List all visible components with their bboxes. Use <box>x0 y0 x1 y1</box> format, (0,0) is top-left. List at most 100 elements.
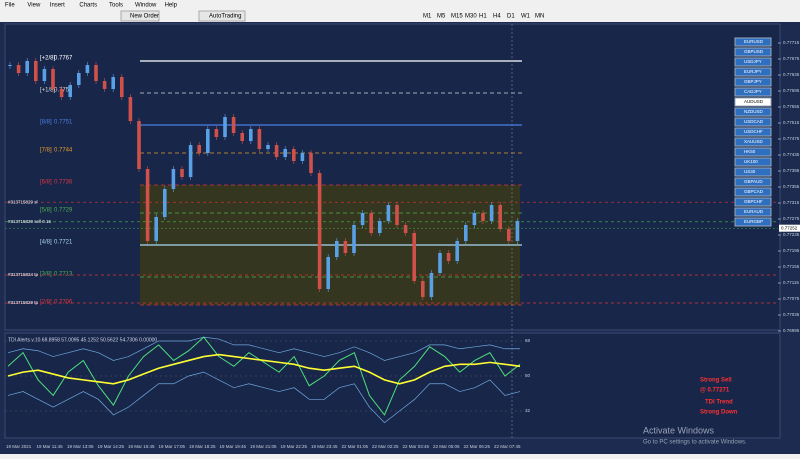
symbol-button[interactable] <box>734 207 772 217</box>
symbol-button[interactable] <box>734 37 772 47</box>
price-tick-label: 0.77035 <box>783 312 800 317</box>
candle <box>214 129 219 137</box>
symbol-label[interactable]: GBPAUD <box>744 179 763 184</box>
order-label: #313715829 sl <box>8 199 38 204</box>
symbol-button[interactable] <box>734 107 772 117</box>
symbol-button[interactable] <box>734 177 772 187</box>
new-order-button[interactable] <box>120 10 160 22</box>
timeframe-button[interactable]: M1 <box>423 14 432 20</box>
candle <box>446 253 451 261</box>
level-tag: [7/8] <box>40 148 52 154</box>
menu-item[interactable]: File <box>5 3 15 9</box>
new-order-label[interactable]: New Order <box>130 14 159 20</box>
symbol-button[interactable] <box>734 157 772 167</box>
symbol-button[interactable] <box>734 197 772 207</box>
level-tag: [6/8] <box>40 180 52 186</box>
signal-text: @ 0.77271 <box>700 388 730 394</box>
symbol-label[interactable]: CADJPY <box>744 89 762 94</box>
time-label: 19 Mar 22:25 <box>281 444 308 449</box>
symbol-label[interactable]: HK50 <box>744 149 756 154</box>
symbol-label[interactable]: EURUSD <box>744 39 764 44</box>
watermark-title: Activate Windows <box>643 425 715 435</box>
symbol-label[interactable]: USDCAD <box>744 119 764 124</box>
symbol-button[interactable] <box>734 67 772 77</box>
candle <box>68 85 72 97</box>
timeframe-button[interactable]: D1 <box>507 14 515 20</box>
menu-item[interactable]: Help <box>165 3 178 9</box>
price-tick-label: 0.77555 <box>783 104 800 109</box>
signal-text: Strong Sell <box>700 378 732 384</box>
timeframe-button[interactable]: M15 <box>451 14 463 20</box>
symbol-label[interactable]: GBPCHF <box>744 199 763 204</box>
indicator-title: TDI Alerts v.10 68.8958 57.0095 45.1252 … <box>8 337 157 343</box>
symbol-button[interactable] <box>734 97 772 107</box>
symbol-label[interactable]: USDJPY <box>744 59 762 64</box>
symbol-label[interactable]: AUDUSD <box>744 99 764 104</box>
symbol-button[interactable] <box>734 47 772 57</box>
symbol-label[interactable]: GBPJPY <box>744 79 762 84</box>
symbol-button[interactable] <box>734 217 772 227</box>
symbol-button[interactable] <box>734 117 772 127</box>
level-tag: [8/8] <box>40 120 52 126</box>
symbol-button[interactable] <box>734 77 772 87</box>
timeframe-button[interactable]: MN <box>535 14 544 20</box>
menu-item[interactable]: View <box>27 3 41 9</box>
candle <box>352 225 356 253</box>
symbol-button[interactable] <box>734 57 772 67</box>
timeframe-button[interactable]: W1 <box>521 14 531 20</box>
symbol-label[interactable]: EURJPY <box>744 69 762 74</box>
candle <box>266 145 270 149</box>
menu-item[interactable]: Window <box>135 3 157 9</box>
symbol-button[interactable] <box>734 127 772 137</box>
symbol-button[interactable] <box>734 87 772 97</box>
indicator-level-label: 50 <box>525 373 531 378</box>
candle <box>464 225 468 241</box>
candle <box>85 65 90 73</box>
timeframe-button[interactable]: H1 <box>479 14 487 20</box>
symbol-label[interactable]: UK100 <box>744 159 758 164</box>
symbol-label[interactable]: GBPCAD <box>744 189 764 194</box>
symbol-label[interactable]: NZDUSD <box>744 109 763 114</box>
symbol-button[interactable] <box>734 187 772 197</box>
menu-item[interactable]: Insert <box>50 3 65 9</box>
symbol-button[interactable] <box>734 137 772 147</box>
candle <box>206 129 210 153</box>
price-tick-label: 0.77155 <box>783 264 800 269</box>
symbol-button[interactable] <box>734 167 772 177</box>
candle <box>249 129 253 141</box>
symbol-label[interactable]: XAUUSD <box>744 139 764 144</box>
menu-item[interactable]: Charts <box>79 3 97 9</box>
menu-item[interactable]: Tools <box>109 3 123 9</box>
candle <box>489 205 494 221</box>
candle <box>180 169 184 177</box>
timeframe-button[interactable]: M5 <box>437 14 446 20</box>
candle <box>102 81 107 89</box>
autotrading-button[interactable] <box>198 10 246 22</box>
symbol-label[interactable]: USDCHF <box>744 129 763 134</box>
timeframe-button[interactable]: H4 <box>493 14 501 20</box>
price-tick-label: 0.77195 <box>783 248 800 253</box>
time-label: 19 Mar 23:45 <box>311 444 338 449</box>
symbol-label[interactable]: GBPUSD <box>744 49 764 54</box>
timeframe-button[interactable]: M30 <box>465 14 477 20</box>
price-tick-label: 0.77395 <box>783 168 800 173</box>
price-tick-label: 0.77355 <box>783 184 800 189</box>
time-label: 19 Mar 17:05 <box>159 444 186 449</box>
autotrading-label[interactable]: AutoTrading <box>209 14 241 20</box>
level-value: 0.7713 <box>54 272 73 278</box>
symbol-button[interactable] <box>734 147 772 157</box>
indicator-signal <box>7 353 521 385</box>
indicator-level-label: 68 <box>525 338 531 343</box>
candle <box>360 213 365 225</box>
candle <box>326 257 330 289</box>
candle <box>515 221 520 241</box>
level-value: 0.7767 <box>54 56 73 62</box>
candle <box>120 77 124 97</box>
symbol-label[interactable]: EURGBP <box>744 219 763 224</box>
time-label: 19 Mar 19:45 <box>220 444 247 449</box>
symbol-label[interactable]: EURAUD <box>744 209 764 214</box>
price-tick-label: 0.77675 <box>783 56 800 61</box>
symbol-label[interactable]: US30 <box>744 169 756 174</box>
candle <box>163 189 167 217</box>
candle <box>223 117 227 137</box>
